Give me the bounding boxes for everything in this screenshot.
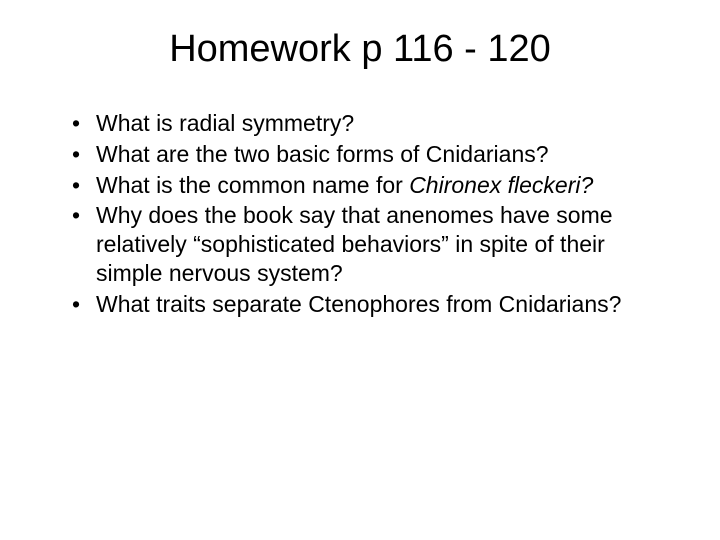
bullet-text-prefix: What is the common name for: [96, 172, 409, 198]
list-item: Why does the book say that anenomes have…: [72, 201, 670, 287]
bullet-list: What is radial symmetry? What are the tw…: [50, 109, 670, 318]
slide-title: Homework p 116 - 120: [50, 28, 670, 71]
bullet-text: What is radial symmetry?: [96, 110, 354, 136]
bullet-text: Why does the book say that anenomes have…: [96, 202, 613, 286]
list-item: What traits separate Ctenophores from Cn…: [72, 290, 670, 319]
list-item: What are the two basic forms of Cnidaria…: [72, 140, 670, 169]
list-item: What is radial symmetry?: [72, 109, 670, 138]
slide: Homework p 116 - 120 What is radial symm…: [0, 0, 720, 540]
bullet-text: What are the two basic forms of Cnidaria…: [96, 141, 549, 167]
bullet-text-italic: Chironex fleckeri?: [409, 172, 593, 198]
list-item: What is the common name for Chironex fle…: [72, 171, 670, 200]
bullet-text: What traits separate Ctenophores from Cn…: [96, 291, 621, 317]
